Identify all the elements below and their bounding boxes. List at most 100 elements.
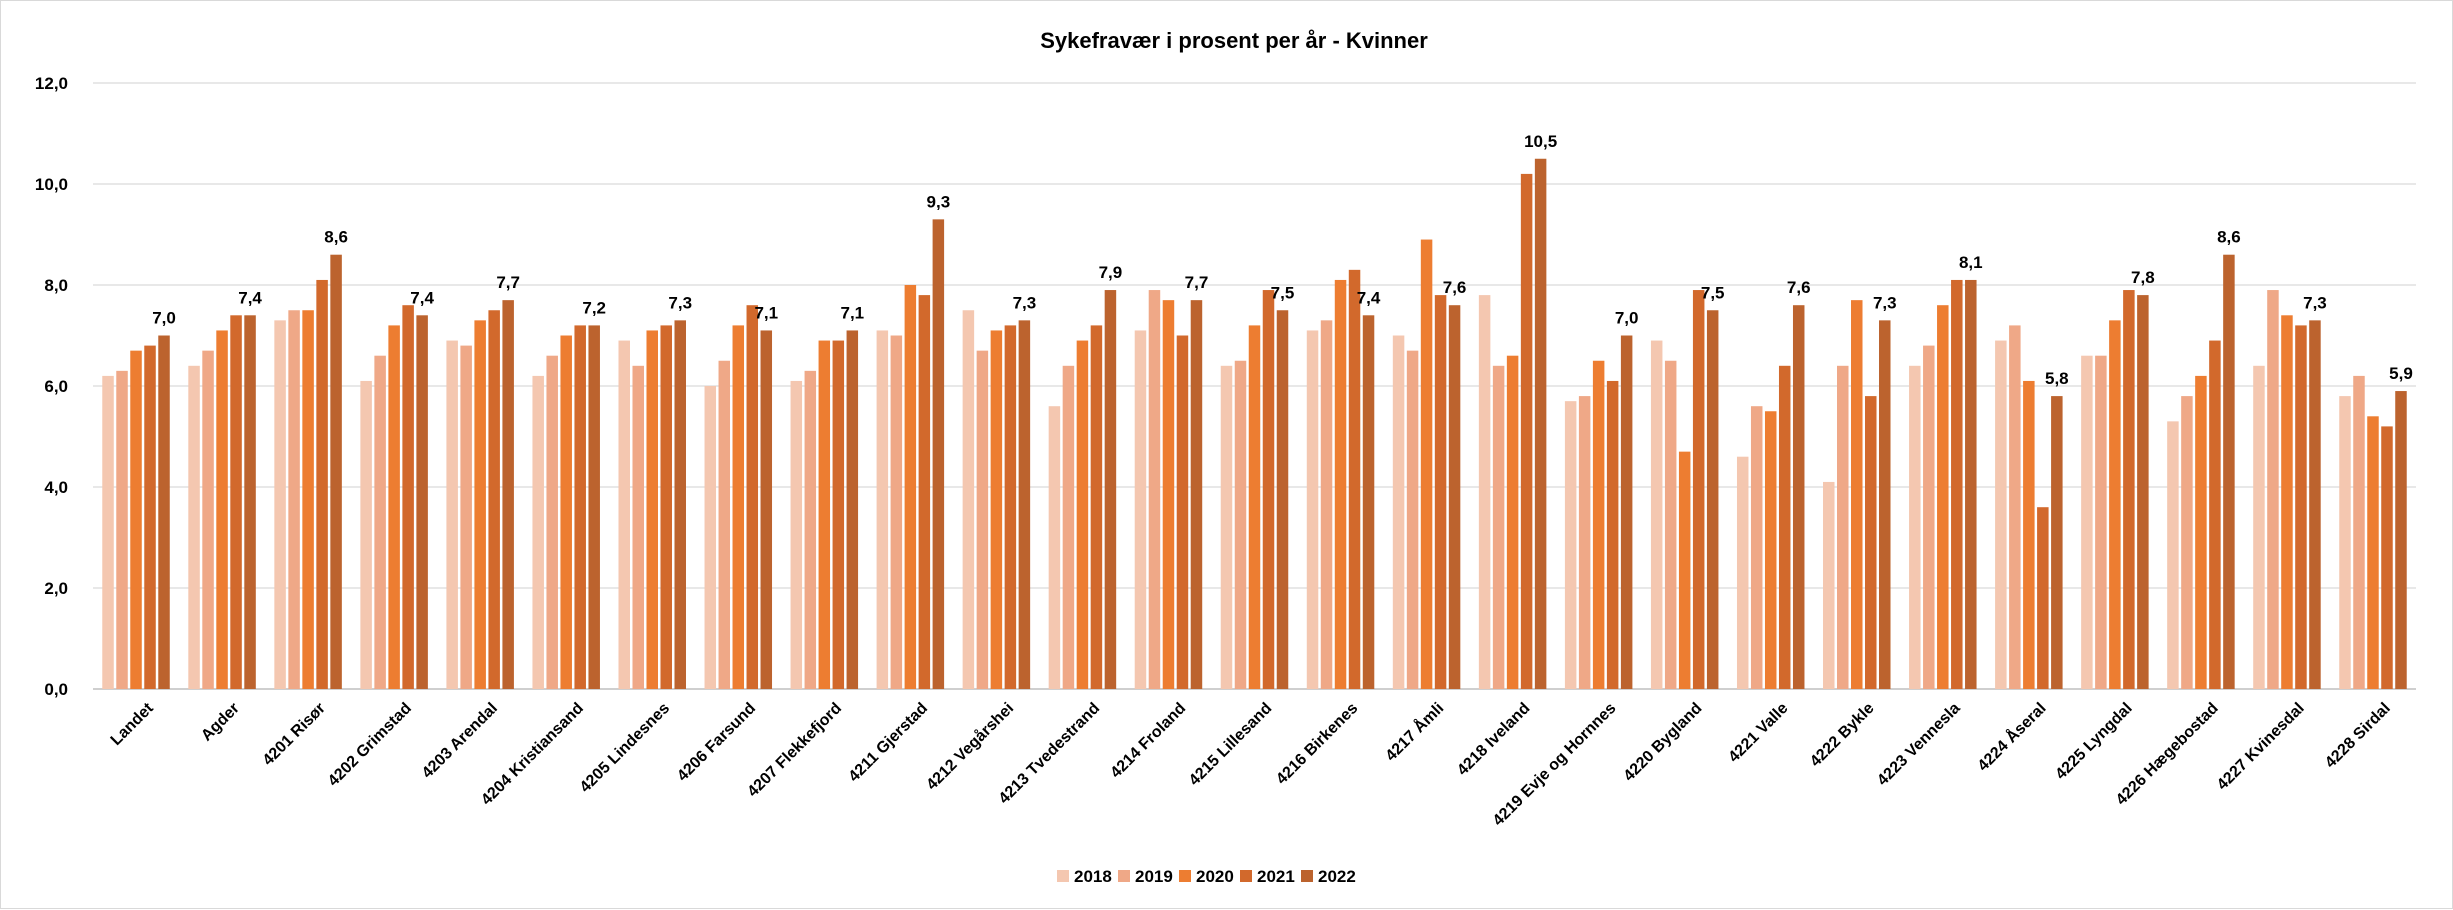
bar — [1162, 300, 1175, 689]
bar — [632, 365, 644, 689]
bar — [1792, 305, 1805, 689]
bar — [674, 320, 686, 689]
bar — [1220, 365, 1233, 689]
bar — [1478, 295, 1491, 689]
bar — [2209, 340, 2221, 689]
x-tick-label: 4214 Froland — [1107, 700, 1189, 782]
data-label: 5,8 — [2045, 369, 2069, 388]
bar — [288, 310, 300, 689]
data-label: 8,1 — [1959, 253, 1983, 272]
bar — [374, 355, 386, 689]
bar — [618, 340, 630, 689]
x-tick-label: 4206 Farsund — [674, 700, 759, 785]
y-tick-label: 4,0 — [44, 478, 68, 497]
bar — [1578, 396, 1591, 689]
bar — [890, 335, 903, 689]
x-tick-label: 4203 Arendal — [419, 700, 501, 782]
x-tick-label: Agder — [198, 700, 243, 745]
data-label: 7,6 — [1787, 278, 1811, 297]
bar — [1262, 290, 1275, 689]
x-tick-label: 4217 Åmli — [1381, 698, 1447, 764]
legend-label: 2021 — [1257, 867, 1295, 886]
bar — [2353, 375, 2365, 689]
bar — [1392, 335, 1405, 689]
bar — [1434, 295, 1447, 689]
bar — [646, 330, 658, 689]
bar — [546, 355, 558, 689]
bar — [1276, 310, 1289, 689]
legend: 2018 2019 2020 2021 2022 — [1057, 867, 1356, 886]
data-label: 7,3 — [668, 293, 692, 312]
bar — [1090, 325, 1103, 689]
bar — [1320, 320, 1333, 689]
y-tick-label: 10,0 — [35, 175, 68, 194]
bar — [2123, 290, 2135, 689]
bar — [2395, 391, 2407, 689]
bar — [704, 386, 717, 689]
bar — [1879, 320, 1891, 689]
data-label: 7,5 — [1271, 283, 1295, 302]
bar — [202, 350, 214, 689]
data-label: 7,7 — [496, 273, 520, 292]
bar — [2267, 290, 2279, 689]
bar — [1995, 340, 2007, 689]
bar — [502, 300, 514, 689]
bar — [746, 305, 759, 689]
data-label: 7,9 — [1099, 263, 1123, 282]
bar — [144, 345, 156, 689]
bar — [1004, 325, 1017, 689]
data-label: 8,6 — [2217, 228, 2241, 247]
bar — [1778, 365, 1791, 689]
data-label: 7,0 — [152, 309, 176, 328]
bar — [216, 330, 228, 689]
data-label: 7,4 — [1357, 288, 1381, 307]
bar — [188, 365, 200, 689]
data-label: 7,3 — [1013, 293, 1037, 312]
bar — [818, 340, 831, 689]
x-tick-label: 4216 Birkenes — [1273, 700, 1361, 788]
bar — [1678, 451, 1691, 689]
bar — [1837, 365, 1849, 689]
bar — [474, 320, 486, 689]
bar — [1534, 158, 1547, 689]
bar — [2381, 426, 2393, 689]
bar — [2309, 320, 2321, 689]
bar — [274, 320, 286, 689]
bar — [904, 285, 917, 689]
bar — [1592, 360, 1605, 689]
bar — [1190, 300, 1203, 689]
bar — [2295, 325, 2307, 689]
bar — [1620, 335, 1633, 689]
bar — [1736, 456, 1749, 689]
bar — [876, 330, 889, 689]
data-label: 10,5 — [1524, 132, 1557, 151]
x-tick-label: 4223 Vennesla — [1874, 700, 1963, 789]
bar — [446, 340, 458, 689]
bar — [732, 325, 745, 689]
legend-swatch — [1240, 870, 1252, 882]
bar — [1048, 406, 1061, 689]
bar — [1234, 360, 1247, 689]
bar — [560, 335, 572, 689]
bar — [1076, 340, 1089, 689]
bar — [1348, 269, 1361, 689]
data-label: 7,5 — [1701, 283, 1725, 302]
bar — [2167, 421, 2179, 689]
bar — [2281, 315, 2293, 689]
bar — [2137, 295, 2149, 689]
bar — [230, 315, 242, 689]
bar — [660, 325, 672, 689]
bar — [1750, 406, 1763, 689]
bar — [1520, 173, 1533, 689]
legend-swatch — [1057, 870, 1069, 882]
data-label: 5,9 — [2389, 364, 2413, 383]
bar — [532, 375, 544, 689]
x-tick-label: 4227 Kvinesdal — [2214, 700, 2308, 794]
bar — [316, 279, 328, 689]
bar — [918, 295, 931, 689]
bar — [2181, 396, 2193, 689]
data-label: 7,0 — [1615, 309, 1639, 328]
x-tick-label: 4215 Lillesand — [1186, 700, 1275, 789]
bar — [2023, 380, 2035, 689]
